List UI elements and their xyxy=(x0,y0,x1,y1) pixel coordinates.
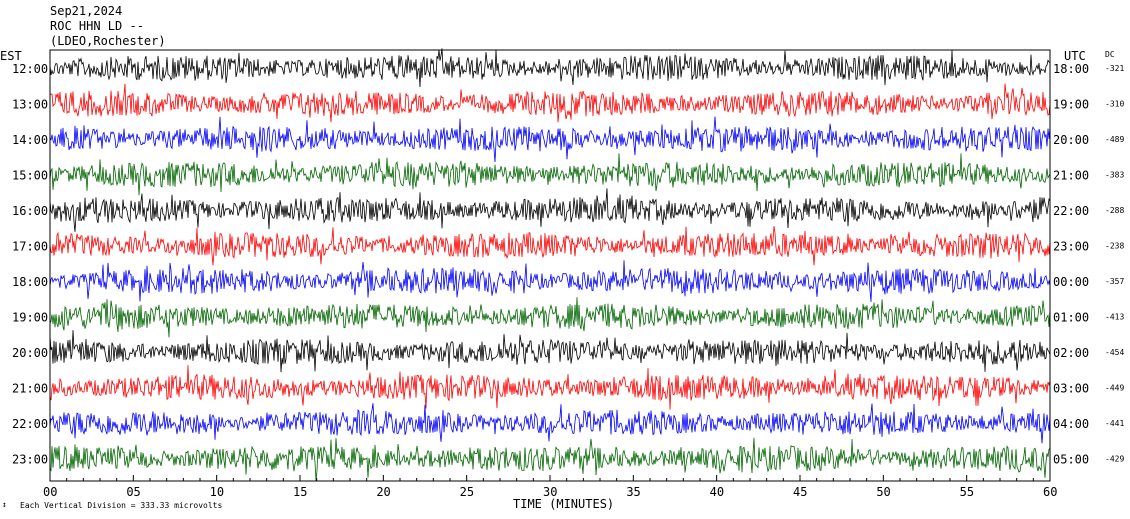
est-row-label: 13:00 xyxy=(12,98,48,112)
dc-row-value: -357 xyxy=(1105,277,1124,286)
est-row-label: 19:00 xyxy=(12,311,48,325)
utc-row-label: 03:00 xyxy=(1053,382,1089,396)
est-axis-label: EST xyxy=(0,49,22,63)
utc-row-label: 23:00 xyxy=(1053,240,1089,254)
trace-1300 xyxy=(49,83,1051,123)
utc-row-label: 05:00 xyxy=(1053,453,1089,467)
dc-row-value: -454 xyxy=(1105,348,1124,357)
x-tick-label: 45 xyxy=(793,485,807,499)
trace-2000 xyxy=(49,330,1051,373)
trace-2200 xyxy=(49,403,1051,444)
x-tick-label: 10 xyxy=(210,485,224,499)
dc-row-value: -449 xyxy=(1105,384,1124,393)
trace-1700 xyxy=(49,226,1051,266)
dc-row-value: -310 xyxy=(1105,100,1124,109)
est-row-label: 22:00 xyxy=(12,417,48,431)
utc-row-label: 01:00 xyxy=(1053,311,1089,325)
trace-1600 xyxy=(49,188,1051,232)
x-tick-label: 15 xyxy=(293,485,307,499)
network-title: (LDEO,Rochester) xyxy=(50,34,166,48)
dc-row-value: -413 xyxy=(1105,313,1124,322)
dc-row-value: -429 xyxy=(1105,455,1124,464)
dc-row-value: -489 xyxy=(1105,135,1124,144)
dc-row-value: -288 xyxy=(1105,206,1124,215)
trace-1800 xyxy=(49,260,1051,302)
x-tick-label: 55 xyxy=(960,485,974,499)
x-tick-label: 35 xyxy=(626,485,640,499)
utc-row-label: 04:00 xyxy=(1053,417,1089,431)
x-tick-label: 25 xyxy=(460,485,474,499)
utc-row-label: 18:00 xyxy=(1053,62,1089,76)
dc-row-value: -321 xyxy=(1105,64,1124,73)
utc-row-label: 19:00 xyxy=(1053,98,1089,112)
plot-frame xyxy=(49,49,1051,482)
scale-note: Each Vertical Division = 333.33 microvol… xyxy=(20,501,223,510)
est-row-label: 23:00 xyxy=(12,453,48,467)
est-row-label: 21:00 xyxy=(12,382,48,396)
dc-row-value: -238 xyxy=(1105,242,1124,251)
x-tick-label: 40 xyxy=(710,485,724,499)
est-row-label: 15:00 xyxy=(12,169,48,183)
trace-1200 xyxy=(49,48,1051,88)
trace-2300 xyxy=(49,437,1051,481)
est-row-label: 14:00 xyxy=(12,133,48,147)
date-title: Sep21,2024 xyxy=(50,4,123,18)
est-row-label: 20:00 xyxy=(12,346,48,360)
dc-row-value: -383 xyxy=(1105,171,1124,180)
trace-1400 xyxy=(49,116,1051,163)
x-tick-label: 00 xyxy=(43,485,57,499)
scale-icon: ↕ xyxy=(2,500,7,509)
est-row-label: 17:00 xyxy=(12,240,48,254)
est-row-label: 12:00 xyxy=(12,62,48,76)
est-row-label: 18:00 xyxy=(12,275,48,289)
utc-row-label: 02:00 xyxy=(1053,346,1089,360)
dc-axis-label: DC xyxy=(1105,50,1115,59)
utc-axis-label: UTC xyxy=(1064,49,1086,63)
est-row-label: 16:00 xyxy=(12,204,48,218)
utc-row-label: 22:00 xyxy=(1053,204,1089,218)
station-title: ROC HHN LD -- xyxy=(50,19,144,33)
x-tick-label: 50 xyxy=(876,485,890,499)
x-tick-label: 20 xyxy=(376,485,390,499)
trace-2100 xyxy=(49,365,1051,410)
x-tick-label: 30 xyxy=(543,485,557,499)
utc-row-label: 20:00 xyxy=(1053,133,1089,147)
trace-1900 xyxy=(49,297,1051,338)
x-tick-label: 05 xyxy=(126,485,140,499)
x-axis-title: TIME (MINUTES) xyxy=(513,497,614,511)
utc-row-label: 00:00 xyxy=(1053,275,1089,289)
x-tick-label: 60 xyxy=(1043,485,1057,499)
trace-1500 xyxy=(49,153,1051,196)
utc-row-label: 21:00 xyxy=(1053,169,1089,183)
dc-row-value: -441 xyxy=(1105,419,1124,428)
